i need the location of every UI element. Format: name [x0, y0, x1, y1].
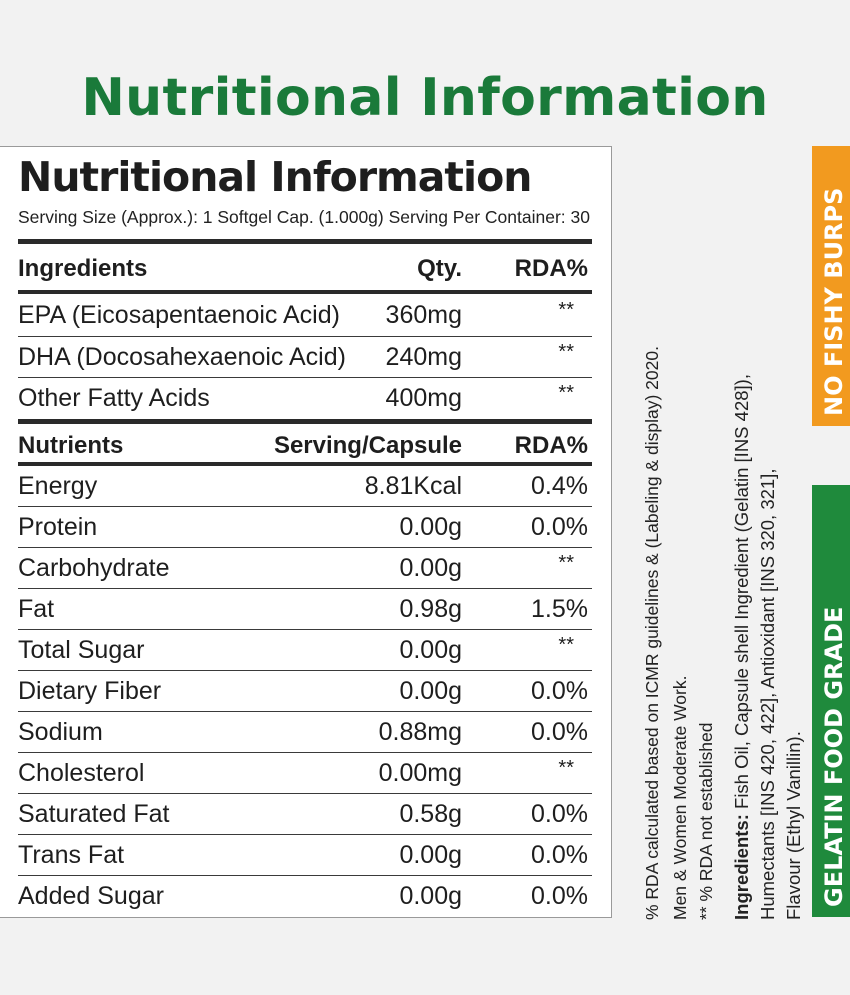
ingredient-name: DHA (Docosahexaenoic Acid) — [18, 343, 346, 371]
ingredient-qty: 240mg — [385, 343, 462, 371]
rda-header: RDA% — [514, 255, 588, 282]
ingredients-note-line-3: Flavour (Ethyl Vanillin). — [783, 731, 804, 920]
page-title: Nutritional Information — [81, 68, 769, 128]
serving-header: Serving/Capsule — [273, 432, 462, 459]
table-row: Energy 8.81Kcal 0.4% — [18, 466, 592, 507]
nutrient-amount: 0.00g — [399, 841, 462, 869]
nutrient-name: Trans Fat — [18, 841, 125, 869]
table-row: Total Sugar 0.00g ** — [18, 630, 592, 671]
nutrient-amount: 0.00g — [399, 882, 462, 910]
divider-thick — [18, 239, 592, 244]
nutrient-rda: 0.0% — [531, 513, 588, 541]
nutrient-rda: 0.0% — [531, 882, 588, 910]
ingredient-rda: ** — [558, 341, 574, 363]
nutrient-rda: 0.0% — [531, 841, 588, 869]
nutrient-amount: 0.00mg — [378, 759, 462, 787]
table-row: DHA (Docosahexaenoic Acid) 240mg ** — [18, 337, 592, 378]
nutrient-name: Dietary Fiber — [18, 677, 162, 705]
panel-title: Nutritional Information — [18, 153, 532, 201]
table-row: Other Fatty Acids 400mg ** — [18, 378, 592, 418]
table-row: Fat 0.98g 1.5% — [18, 589, 592, 630]
nutrient-name: Fat — [18, 595, 55, 623]
ingredients-note-line-1: Ingredients: Fish Oil, Capsule shell Ing… — [731, 374, 753, 920]
nutrient-name: Carbohydrate — [18, 554, 170, 582]
divider-thick — [18, 419, 592, 424]
nutrient-name: Energy — [18, 472, 98, 500]
nutrient-amount: 0.88mg — [378, 718, 462, 746]
rda-note-line-2: Men & Women Moderate Work. — [670, 675, 690, 920]
table-row: Trans Fat 0.00g 0.0% — [18, 835, 592, 876]
ingredients-header: Ingredients — [18, 255, 148, 282]
nutrient-name: Protein — [18, 513, 98, 541]
rda-note-line-1: % RDA calculated based on ICMR guideline… — [642, 346, 662, 920]
table-row: Saturated Fat 0.58g 0.0% — [18, 794, 592, 835]
gelatin-food-grade-label: GELATIN FOOD GRADE — [820, 606, 848, 907]
nutrient-rda: 0.4% — [531, 472, 588, 500]
nutrient-amount: 0.00g — [399, 636, 462, 664]
nutrient-amount: 0.98g — [399, 595, 462, 623]
ingredient-name: Other Fatty Acids — [18, 384, 210, 412]
ingredients-label: Ingredients: — [731, 814, 752, 920]
table-row: Protein 0.00g 0.0% — [18, 507, 592, 548]
nutrient-name: Sodium — [18, 718, 103, 746]
rda-header: RDA% — [514, 432, 588, 459]
ingredient-name: EPA (Eicosapentaenoic Acid) — [18, 301, 340, 329]
nutrient-rda: 1.5% — [531, 595, 588, 623]
table-row: Cholesterol 0.00mg ** — [18, 753, 592, 794]
nutrient-rda: 0.0% — [531, 718, 588, 746]
serving-info: Serving Size (Approx.): 1 Softgel Cap. (… — [18, 207, 590, 227]
table-row: Dietary Fiber 0.00g 0.0% — [18, 671, 592, 712]
gelatin-food-grade-badge: GELATIN FOOD GRADE — [812, 485, 850, 917]
nutrient-amount: 0.00g — [399, 513, 462, 541]
no-fishy-burps-badge: NO FISHY BURPS — [812, 146, 850, 426]
ingredients-text-1: Fish Oil, Capsule shell Ingredient (Gela… — [731, 374, 752, 815]
table-row: Carbohydrate 0.00g ** — [18, 548, 592, 589]
nutrients-header: Nutrients — [18, 432, 124, 459]
divider-thick — [18, 462, 592, 466]
nutrition-panel: Nutritional Information Serving Size (Ap… — [0, 146, 612, 918]
rda-note-line-3: ** % RDA not established — [696, 722, 716, 920]
nutrient-name: Cholesterol — [18, 759, 145, 787]
table-row: Added Sugar 0.00g 0.0% — [18, 876, 592, 916]
table-row: Sodium 0.88mg 0.0% — [18, 712, 592, 753]
ingredient-rda: ** — [558, 382, 574, 404]
qty-header: Qty. — [417, 255, 462, 282]
no-fishy-burps-label: NO FISHY BURPS — [820, 187, 848, 416]
nutrient-rda: 0.0% — [531, 800, 588, 828]
ingredient-rda: ** — [558, 299, 574, 321]
ingredients-note-line-2: Humectants [INS 420, 422], Antioxidant [… — [757, 468, 778, 920]
nutrient-amount: 8.81Kcal — [364, 472, 462, 500]
nutrient-amount: 0.00g — [399, 677, 462, 705]
divider-thick — [18, 290, 592, 294]
nutrient-rda: ** — [558, 634, 574, 656]
nutrient-amount: 0.58g — [399, 800, 462, 828]
nutrient-amount: 0.00g — [399, 554, 462, 582]
nutrient-rda: 0.0% — [531, 677, 588, 705]
nutrient-rda: ** — [558, 552, 574, 574]
table-row: EPA (Eicosapentaenoic Acid) 360mg ** — [18, 295, 592, 337]
nutrient-rda: ** — [558, 757, 574, 779]
nutrient-name: Total Sugar — [18, 636, 145, 664]
ingredient-qty: 400mg — [385, 384, 462, 412]
nutrient-name: Saturated Fat — [18, 800, 170, 828]
ingredients-header-row: Ingredients Qty. RDA% — [18, 247, 592, 287]
nutrient-name: Added Sugar — [18, 882, 164, 910]
nutrients-header-row: Nutrients Serving/Capsule RDA% — [18, 424, 592, 464]
ingredient-qty: 360mg — [385, 301, 462, 329]
